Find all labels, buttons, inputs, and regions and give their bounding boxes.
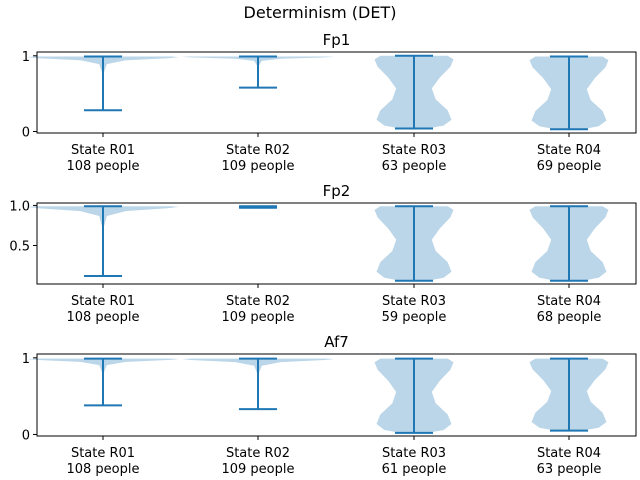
- x-tick-count: 109 people: [221, 159, 294, 174]
- panel-title: Af7: [324, 333, 349, 351]
- x-tick-count: 109 people: [221, 310, 294, 325]
- x-tick-count: 109 people: [221, 462, 294, 477]
- x-tick-count: 59 people: [382, 310, 447, 325]
- x-tick-count: 69 people: [537, 159, 602, 174]
- x-tick-count: 63 people: [382, 159, 447, 174]
- x-tick-count: 68 people: [537, 310, 602, 325]
- y-tick-label: 1: [22, 50, 30, 65]
- x-tick-label: State R01: [71, 446, 135, 461]
- x-tick-count: 61 people: [382, 462, 447, 477]
- y-tick-label: 0: [22, 125, 30, 140]
- x-tick-label: State R03: [382, 294, 446, 309]
- x-tick-label: State R04: [537, 143, 601, 158]
- x-tick-count: 108 people: [66, 159, 139, 174]
- x-tick-label: State R04: [537, 294, 601, 309]
- x-tick-label: State R02: [226, 294, 290, 309]
- x-tick-label: State R02: [226, 446, 290, 461]
- x-tick-label: State R03: [382, 143, 446, 158]
- y-tick-label: 1.0: [9, 199, 30, 214]
- x-tick-label: State R03: [382, 446, 446, 461]
- x-tick-label: State R02: [226, 143, 290, 158]
- y-tick-label: 0.5: [9, 240, 30, 255]
- x-tick-count: 108 people: [66, 462, 139, 477]
- panel-title: Fp1: [323, 31, 351, 49]
- x-tick-label: State R01: [71, 143, 135, 158]
- x-tick-label: State R04: [537, 446, 601, 461]
- axes-frame: [36, 51, 637, 134]
- axes-frame: [36, 353, 637, 437]
- y-tick-label: 0: [22, 428, 30, 443]
- y-tick-label: 1: [22, 352, 30, 367]
- x-tick-count: 63 people: [537, 462, 602, 477]
- chart-title: Determinism (DET): [244, 3, 397, 22]
- panel-title: Fp2: [323, 182, 351, 200]
- x-tick-count: 108 people: [66, 310, 139, 325]
- axes-frame: [36, 202, 637, 285]
- x-tick-label: State R01: [71, 294, 135, 309]
